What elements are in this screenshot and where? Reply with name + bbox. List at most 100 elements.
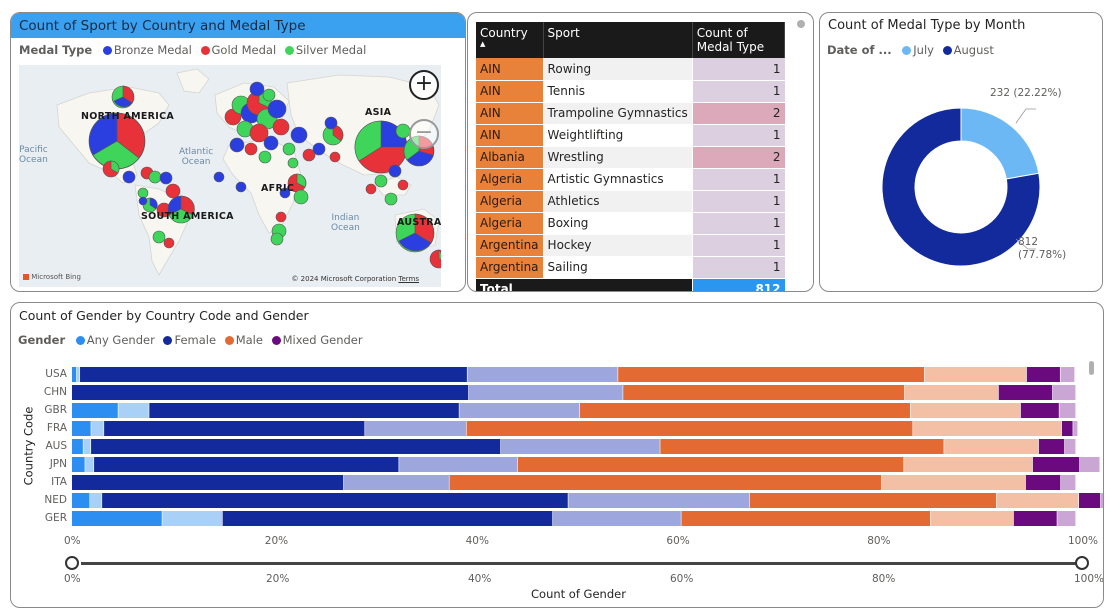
bar-segment-usa-female[interactable] bbox=[467, 367, 618, 382]
bar-segment-chn-mixed-gender[interactable] bbox=[998, 385, 1053, 400]
bar-segment-chn-female[interactable] bbox=[468, 385, 623, 400]
legend-item-silver[interactable]: Silver Medal bbox=[282, 43, 366, 57]
zoom-in-button[interactable]: + bbox=[409, 70, 439, 100]
vertical-scrollbar[interactable] bbox=[1089, 361, 1094, 375]
donut-visual[interactable]: Count of Medal Type by Month Date of ...… bbox=[819, 12, 1103, 292]
bar-segment-aus-female[interactable] bbox=[91, 439, 501, 454]
legend-item-gold[interactable]: Gold Medal bbox=[198, 43, 276, 57]
bar-segment-ger-female[interactable] bbox=[552, 511, 681, 526]
bar-segment-aus-female[interactable] bbox=[500, 439, 660, 454]
bar-segment-ned-any-gender[interactable] bbox=[72, 493, 90, 508]
bar-segment-fra-female[interactable] bbox=[104, 421, 365, 436]
header-count[interactable]: Count of Medal Type bbox=[692, 22, 786, 58]
bar-segment-ned-male[interactable] bbox=[996, 493, 1079, 508]
table-row[interactable]: AIN Rowing 1 bbox=[476, 58, 785, 81]
bar-segment-ned-female[interactable] bbox=[102, 493, 568, 508]
bar-segment-fra-mixed-gender[interactable] bbox=[1061, 421, 1073, 436]
bar-segment-ned-female[interactable] bbox=[568, 493, 750, 508]
table-row[interactable]: Albania Wrestling 2 bbox=[476, 146, 785, 169]
table-row[interactable]: AIN Trampoline Gymnastics 2 bbox=[476, 102, 785, 125]
bar-segment-ned-mixed-gender[interactable] bbox=[1100, 493, 1104, 508]
bar-segment-ita-mixed-gender[interactable] bbox=[1025, 475, 1061, 490]
bar-segment-ita-male[interactable] bbox=[881, 475, 1026, 490]
bar-segment-aus-male[interactable] bbox=[660, 439, 944, 454]
bar-segment-usa-mixed-gender[interactable] bbox=[1060, 367, 1075, 382]
bar-segment-usa-mixed-gender[interactable] bbox=[1026, 367, 1060, 382]
table-row[interactable]: AIN Tennis 1 bbox=[476, 80, 785, 103]
table-row[interactable]: Algeria Artistic Gymnastics 1 bbox=[476, 168, 785, 191]
bar-segment-ita-female[interactable] bbox=[343, 475, 449, 490]
bar-segment-usa-male[interactable] bbox=[618, 367, 925, 382]
bar-segment-chn-male[interactable] bbox=[904, 385, 999, 400]
bar-segment-jpn-female[interactable] bbox=[399, 457, 518, 472]
bar-segment-fra-male[interactable] bbox=[913, 421, 1062, 436]
bar-segment-gbr-female[interactable] bbox=[459, 403, 580, 418]
bar-segment-gbr-female[interactable] bbox=[149, 403, 459, 418]
bar-segment-gbr-mixed-gender[interactable] bbox=[1020, 403, 1059, 418]
map-visual[interactable]: Count of Sport by Country and Medal Type… bbox=[10, 12, 466, 292]
scroll-indicator-icon[interactable] bbox=[797, 20, 805, 28]
bar-segment-gbr-mixed-gender[interactable] bbox=[1059, 403, 1076, 418]
legend-item-any-gender[interactable]: Any Gender bbox=[73, 333, 155, 347]
bar-segment-jpn-mixed-gender[interactable] bbox=[1032, 457, 1080, 472]
table-row[interactable]: Algeria Boxing 1 bbox=[476, 212, 785, 235]
table-row[interactable]: Argentina Hockey 1 bbox=[476, 234, 785, 257]
bar-segment-fra-mixed-gender[interactable] bbox=[1073, 421, 1078, 436]
bar-segment-jpn-any-gender[interactable] bbox=[85, 457, 94, 472]
bar-segment-chn-female[interactable] bbox=[72, 385, 469, 400]
bar-segment-aus-any-gender[interactable] bbox=[83, 439, 91, 454]
bar-segment-gbr-male[interactable] bbox=[910, 403, 1021, 418]
header-country[interactable]: Country ▲ bbox=[476, 22, 544, 58]
bar-segment-fra-any-gender[interactable] bbox=[91, 421, 104, 436]
zoom-slider-track[interactable] bbox=[81, 562, 1087, 565]
legend-item-august[interactable]: August bbox=[940, 43, 994, 57]
zoom-slider-start-handle[interactable] bbox=[65, 556, 79, 570]
bar-segment-ger-male[interactable] bbox=[681, 511, 931, 526]
bar-segment-ita-female[interactable] bbox=[72, 475, 344, 490]
terms-link[interactable]: Terms bbox=[398, 275, 419, 283]
legend-item-mixed-gender[interactable]: Mixed Gender bbox=[269, 333, 363, 347]
bar-segment-usa-female[interactable] bbox=[80, 367, 467, 382]
bar-segment-usa-male[interactable] bbox=[924, 367, 1027, 382]
table-visual[interactable]: Country ▲ Sport Count of Medal Type AIN Ro… bbox=[467, 12, 814, 292]
bar-segment-fra-female[interactable] bbox=[365, 421, 466, 436]
donut-slice-july[interactable] bbox=[960, 107, 1040, 180]
bar-segment-ger-female[interactable] bbox=[222, 511, 553, 526]
legend-item-male[interactable]: Male bbox=[222, 333, 263, 347]
bar-segment-jpn-any-gender[interactable] bbox=[72, 457, 85, 472]
bar-segment-ita-mixed-gender[interactable] bbox=[1060, 475, 1076, 490]
bar-segment-aus-any-gender[interactable] bbox=[72, 439, 83, 454]
bar-segment-ger-any-gender[interactable] bbox=[72, 511, 162, 526]
bar-segment-jpn-male[interactable] bbox=[904, 457, 1033, 472]
bar-segment-gbr-male[interactable] bbox=[580, 403, 910, 418]
bar-segment-ger-mixed-gender[interactable] bbox=[1057, 511, 1076, 526]
map-canvas[interactable]: NORTH AMERICA SOUTH AMERICA ASIA AFRIC A… bbox=[19, 65, 441, 287]
bar-segment-ger-any-gender[interactable] bbox=[162, 511, 222, 526]
bar-segment-aus-male[interactable] bbox=[944, 439, 1039, 454]
bar-segment-ger-mixed-gender[interactable] bbox=[1013, 511, 1057, 526]
bar-segment-gbr-any-gender[interactable] bbox=[72, 403, 118, 418]
bar-segment-jpn-female[interactable] bbox=[94, 457, 399, 472]
bar-segment-ger-male[interactable] bbox=[930, 511, 1014, 526]
bar-segment-ned-mixed-gender[interactable] bbox=[1079, 493, 1101, 508]
table-row[interactable]: Algeria Athletics 1 bbox=[476, 190, 785, 213]
legend-item-female[interactable]: Female bbox=[160, 333, 216, 347]
bar-segment-chn-mixed-gender[interactable] bbox=[1052, 385, 1076, 400]
bar-segment-ned-any-gender[interactable] bbox=[90, 493, 102, 508]
bar-segment-ita-male[interactable] bbox=[449, 475, 882, 490]
bar-segment-jpn-male[interactable] bbox=[517, 457, 904, 472]
bar-segment-aus-mixed-gender[interactable] bbox=[1064, 439, 1076, 454]
bar-segment-fra-male[interactable] bbox=[466, 421, 913, 436]
bar-segment-usa-any-gender[interactable] bbox=[76, 367, 80, 382]
bar-segment-jpn-mixed-gender[interactable] bbox=[1079, 457, 1100, 472]
bar-segment-ned-male[interactable] bbox=[749, 493, 997, 508]
table-row[interactable]: AIN Weightlifting 1 bbox=[476, 124, 785, 147]
legend-item-july[interactable]: July bbox=[899, 43, 934, 57]
bar-segment-fra-any-gender[interactable] bbox=[72, 421, 91, 436]
bar-segment-gbr-any-gender[interactable] bbox=[118, 403, 149, 418]
donut-slice-august[interactable] bbox=[881, 107, 1041, 267]
bar-visual[interactable]: Count of Gender by Country Code and Gend… bbox=[10, 302, 1104, 608]
zoom-slider-end-handle[interactable] bbox=[1075, 556, 1089, 570]
header-sport[interactable]: Sport bbox=[543, 22, 693, 58]
legend-item-bronze[interactable]: Bronze Medal bbox=[100, 43, 192, 57]
